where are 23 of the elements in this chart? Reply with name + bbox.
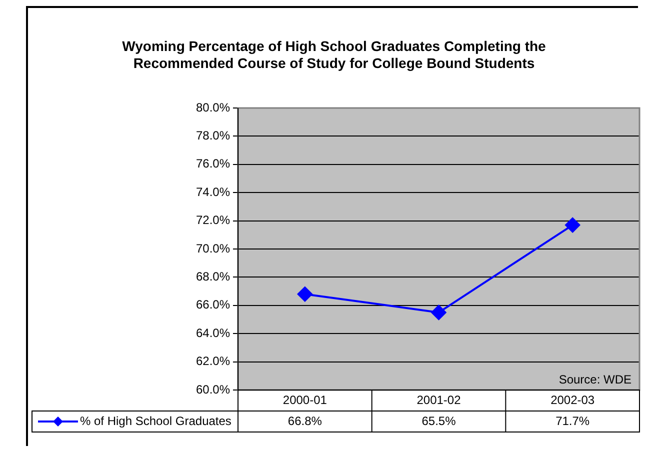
y-tick-label: 70.0% (196, 241, 230, 256)
y-tick-label: 80.0% (196, 100, 230, 114)
y-tick-label: 76.0% (196, 156, 230, 171)
annotation: Source: WDE (558, 372, 632, 386)
y-tick-label: 68.0% (196, 270, 230, 284)
y-tick-label: 72.0% (196, 213, 230, 228)
y-tick-label: 62.0% (196, 354, 230, 368)
point (297, 286, 312, 302)
data-label: 71.7% (556, 414, 590, 428)
y-tick-label: 74.0% (196, 184, 230, 199)
point (565, 218, 580, 233)
y-tick-label: 78.0% (196, 128, 230, 143)
chart-title: Wyoming Percentage of High School Graduates Completing the Recommended Course of Study for College Bound Students (121, 38, 547, 72)
data-label: 66.8% (288, 414, 322, 428)
y-tick-label: 66.0% (196, 298, 230, 312)
legend-label: % of High School Graduates (80, 414, 232, 428)
x-tick-label: 2000-01 (282, 392, 328, 407)
point (431, 304, 446, 320)
x-tick-label: 2001-02 (416, 392, 462, 407)
x-tick-label: 2002-03 (550, 392, 595, 407)
y-tick-label: 60.0% (196, 382, 230, 396)
y-tick-label: 64.0% (196, 326, 230, 340)
data-label: 65.5% (422, 414, 456, 428)
